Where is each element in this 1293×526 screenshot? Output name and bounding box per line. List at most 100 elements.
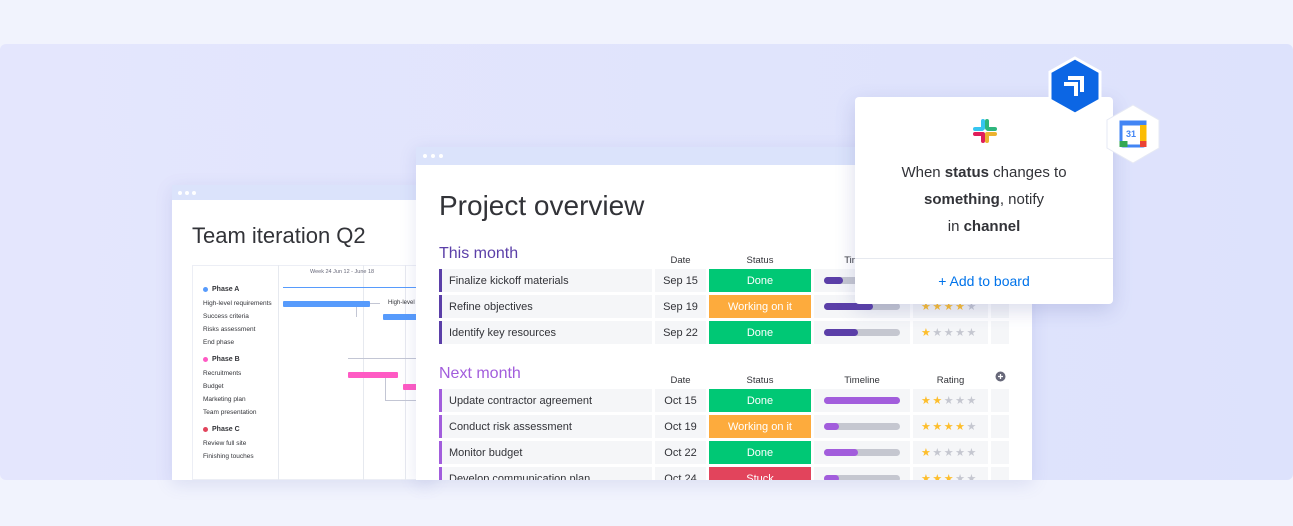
window-bar bbox=[172, 185, 434, 200]
task-name: Finalize kickoff materials bbox=[449, 274, 569, 287]
window-dot bbox=[431, 154, 435, 158]
timeline-progress bbox=[824, 423, 840, 430]
automation-card: + Add to board When status changes to som… bbox=[855, 97, 1113, 304]
task-name: End phase bbox=[203, 338, 235, 346]
star: ★ bbox=[943, 395, 956, 407]
date-cell: Sep 15 bbox=[655, 269, 706, 292]
gantt-connector bbox=[356, 307, 357, 317]
group-title: This month bbox=[439, 245, 519, 262]
task-name: Team presentation bbox=[203, 408, 257, 416]
add-to-board-button[interactable]: + Add to board bbox=[938, 273, 1030, 289]
gantt-connector bbox=[385, 378, 386, 400]
rating-stars[interactable]: ★★★★★ bbox=[921, 446, 978, 459]
divider bbox=[855, 258, 1113, 259]
gantt-line bbox=[348, 358, 428, 359]
board-title: Project overview bbox=[439, 190, 645, 221]
timeline-cell bbox=[814, 467, 910, 480]
rating-stars[interactable]: ★★★★★ bbox=[921, 420, 978, 433]
task-name: High-level requirements bbox=[203, 299, 272, 307]
status-cell: Done bbox=[709, 321, 811, 344]
timeline-progress bbox=[824, 303, 874, 310]
star: ★ bbox=[932, 395, 944, 407]
gantt-connector bbox=[385, 400, 425, 401]
rating-stars[interactable]: ★★★★★ bbox=[921, 394, 978, 407]
column-header: Date bbox=[670, 255, 691, 266]
star: ★ bbox=[943, 327, 956, 339]
calendar-badge: 31 bbox=[1106, 104, 1160, 164]
star: ★ bbox=[955, 395, 967, 407]
column-header: Timeline bbox=[844, 375, 880, 386]
slack-icon bbox=[973, 119, 997, 143]
task-name: Refine objectives bbox=[449, 300, 533, 313]
timeline-cell bbox=[814, 415, 910, 438]
timeline-track bbox=[824, 449, 900, 456]
phase-dot bbox=[203, 357, 208, 362]
rule-keyword: channel bbox=[963, 218, 1021, 235]
task-name: Finishing touches bbox=[203, 452, 254, 460]
star: ★ bbox=[932, 301, 944, 313]
rating-cell: ★★★★★ bbox=[913, 389, 988, 412]
gantt-window: Team iteration Q2 Week 24 Jun 12 - June … bbox=[172, 185, 434, 480]
rating-stars[interactable]: ★★★★★ bbox=[921, 472, 978, 480]
timeline-track bbox=[824, 475, 900, 480]
star: ★ bbox=[921, 327, 933, 339]
task-cell: Develop communication plan bbox=[439, 467, 652, 480]
task-cell: Monitor budget bbox=[439, 441, 652, 464]
task-cell: Conduct risk assessment bbox=[439, 415, 652, 438]
gantt-connector bbox=[370, 303, 380, 304]
task-cell: Refine objectives bbox=[439, 295, 652, 318]
bar-label: High-level bbox=[388, 300, 415, 306]
group-title: Next month bbox=[439, 365, 521, 382]
task-name: Identify key resources bbox=[449, 326, 556, 339]
rating-stars[interactable]: ★★★★★ bbox=[921, 300, 978, 313]
star: ★ bbox=[966, 301, 978, 313]
extra-cell bbox=[991, 389, 1009, 412]
star: ★ bbox=[955, 327, 967, 339]
star: ★ bbox=[921, 447, 933, 459]
timeline-progress bbox=[824, 277, 843, 284]
add-column-icon[interactable] bbox=[995, 371, 1006, 382]
status-cell: Done bbox=[709, 269, 811, 292]
svg-text:31: 31 bbox=[1126, 129, 1136, 139]
window-dot bbox=[423, 154, 427, 158]
extra-cell bbox=[991, 467, 1009, 480]
gantt-bar bbox=[383, 314, 423, 320]
phase-name: Phase B bbox=[212, 355, 240, 363]
timeline-progress bbox=[824, 329, 859, 336]
rule-text: changes to bbox=[988, 164, 1067, 181]
rule-text: in bbox=[947, 218, 964, 235]
rating-stars[interactable]: ★★★★★ bbox=[921, 326, 978, 339]
rule-line: in channel bbox=[855, 219, 1113, 234]
task-name: Review full site bbox=[203, 439, 247, 447]
gantt-divider bbox=[278, 265, 279, 480]
star: ★ bbox=[943, 301, 956, 313]
star: ★ bbox=[932, 327, 944, 339]
timeline-progress bbox=[824, 449, 859, 456]
star: ★ bbox=[932, 421, 944, 433]
star: ★ bbox=[932, 473, 944, 480]
task-name: Recruitments bbox=[203, 369, 242, 377]
rule-keyword: status bbox=[944, 164, 989, 181]
extra-cell bbox=[991, 441, 1009, 464]
date-cell: Oct 19 bbox=[655, 415, 706, 438]
timeline-progress bbox=[824, 475, 840, 480]
rating-cell: ★★★★★ bbox=[913, 415, 988, 438]
star: ★ bbox=[966, 447, 978, 459]
rule-text: , notify bbox=[999, 191, 1045, 208]
star: ★ bbox=[943, 473, 956, 480]
column-header: Status bbox=[746, 255, 774, 266]
star: ★ bbox=[955, 447, 967, 459]
timeline-cell bbox=[814, 321, 910, 344]
column-header: Status bbox=[746, 375, 774, 386]
gantt-bar bbox=[348, 372, 398, 378]
extra-cell bbox=[991, 321, 1009, 344]
task-name: Risks assessment bbox=[203, 325, 256, 333]
gantt-bar bbox=[283, 301, 370, 307]
star: ★ bbox=[955, 421, 967, 433]
timeline-progress bbox=[824, 397, 900, 404]
task-cell: Identify key resources bbox=[439, 321, 652, 344]
timeline-cell bbox=[814, 441, 910, 464]
status-cell: Stuck bbox=[709, 467, 811, 480]
task-cell: Update contractor agreement bbox=[439, 389, 652, 412]
